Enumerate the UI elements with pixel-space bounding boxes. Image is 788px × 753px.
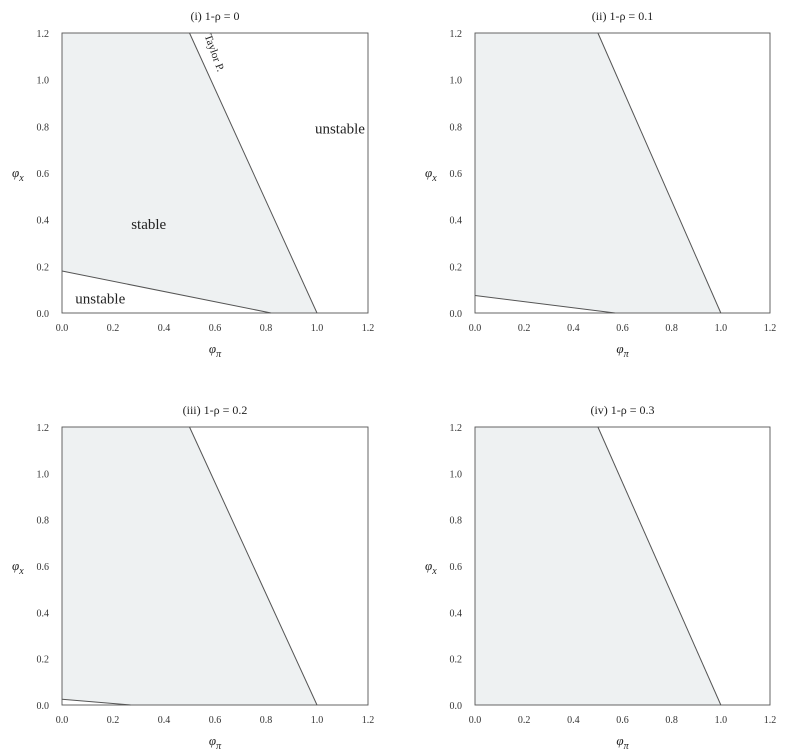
plot-frame bbox=[61, 426, 369, 706]
stable-region bbox=[62, 33, 317, 313]
y-tick-label: 1.0 bbox=[450, 76, 463, 87]
y-tick-label: 0.0 bbox=[450, 701, 463, 712]
x-tick-label: 0.6 bbox=[616, 715, 629, 726]
x-tick-label: 1.0 bbox=[715, 715, 728, 726]
panel-3: 0.0 0.2 0.4 0.6 0.8 1.0 1.2 0.0 0.2 0.4 0.6 0.8 1.0 1… bbox=[12, 403, 374, 752]
y-tick-label: 0.4 bbox=[37, 608, 50, 619]
y-axis-label: φx bbox=[12, 558, 24, 577]
y-tick-label: 0.2 bbox=[37, 262, 50, 273]
x-tick-label: 0.4 bbox=[567, 323, 580, 334]
y-tick-label: 0.0 bbox=[450, 309, 463, 320]
taylor-principle-line bbox=[597, 32, 722, 314]
y-tick-label: 0.2 bbox=[450, 262, 463, 273]
x-tick-label: 0.8 bbox=[665, 323, 678, 334]
taylor-principle-line bbox=[597, 426, 722, 706]
x-tick-label: 0.6 bbox=[209, 715, 222, 726]
y-tick-label: 0.8 bbox=[37, 516, 50, 527]
y-tick-label: 0.2 bbox=[450, 655, 463, 666]
panel-4: 0.0 0.2 0.4 0.6 0.8 1.0 1.2 0.0 0.2 0.4 0.6 0.8 1.0 1… bbox=[425, 403, 776, 752]
taylor-principle-line bbox=[189, 32, 318, 314]
x-tick-label: 0.4 bbox=[567, 715, 580, 726]
panel-title: (iv) 1-ρ = 0.3 bbox=[590, 403, 654, 417]
y-tick-label: 0.6 bbox=[450, 169, 463, 180]
x-axis-label: φπ bbox=[209, 733, 222, 752]
x-tick-label: 1.2 bbox=[362, 323, 375, 334]
y-tick-label: 0.0 bbox=[37, 701, 50, 712]
x-axis-label: φπ bbox=[616, 733, 629, 752]
panel-title: (iii) 1-ρ = 0.2 bbox=[183, 403, 248, 417]
x-tick-label: 0.0 bbox=[56, 715, 69, 726]
y-tick-label: 0.0 bbox=[37, 309, 50, 320]
x-tick-label: 1.2 bbox=[764, 323, 777, 334]
y-tick-label: 0.8 bbox=[37, 122, 50, 133]
plot-frame bbox=[61, 32, 369, 314]
annotation-unstable-lower: unstable bbox=[75, 292, 125, 308]
y-tick-label: 1.0 bbox=[37, 76, 50, 87]
x-tick-label: 1.2 bbox=[362, 715, 375, 726]
plot-frame bbox=[474, 426, 771, 706]
panel-2: 0.0 0.2 0.4 0.6 0.8 1.0 1.2 0.0 0.2 0.4 0.6 0.8 1.0 1… bbox=[425, 9, 776, 360]
x-tick-label: 1.2 bbox=[764, 715, 777, 726]
stable-region bbox=[475, 33, 721, 313]
lower-boundary-line bbox=[61, 698, 131, 706]
y-tick-label: 1.0 bbox=[450, 469, 463, 480]
y-tick-label: 0.4 bbox=[450, 608, 463, 619]
annotation-stable: stable bbox=[131, 217, 166, 233]
y-tick-label: 1.2 bbox=[37, 29, 50, 40]
x-tick-label: 1.0 bbox=[311, 715, 324, 726]
y-axis-label: φx bbox=[12, 165, 24, 184]
y-tick-label: 1.2 bbox=[37, 423, 50, 434]
y-tick-label: 1.2 bbox=[450, 423, 463, 434]
x-tick-label: 0.0 bbox=[56, 323, 69, 334]
y-tick-label: 0.4 bbox=[37, 216, 50, 227]
y-tick-label: 1.2 bbox=[450, 29, 463, 40]
x-tick-label: 0.8 bbox=[260, 323, 273, 334]
panel-title: (ii) 1-ρ = 0.1 bbox=[592, 9, 653, 23]
panel-1: 0.0 0.2 0.4 0.6 0.8 1.0 1.2 0.0 0.2 0.4 0.6 0.8 1.0 1… bbox=[12, 9, 374, 360]
x-tick-label: 0.0 bbox=[469, 323, 482, 334]
y-axis-label: φx bbox=[425, 165, 437, 184]
y-tick-label: 0.8 bbox=[450, 516, 463, 527]
y-tick-label: 0.2 bbox=[37, 655, 50, 666]
x-tick-label: 0.2 bbox=[107, 323, 120, 334]
y-tick-label: 0.6 bbox=[37, 562, 50, 573]
y-tick-label: 0.6 bbox=[450, 562, 463, 573]
x-tick-label: 0.2 bbox=[518, 323, 531, 334]
x-axis-label: φπ bbox=[209, 341, 222, 360]
x-tick-label: 1.0 bbox=[311, 323, 324, 334]
panel-title: (i) 1-ρ = 0 bbox=[190, 9, 239, 23]
x-tick-label: 0.6 bbox=[616, 323, 629, 334]
y-tick-label: 0.8 bbox=[450, 122, 463, 133]
stable-region bbox=[62, 427, 317, 705]
y-tick-label: 0.4 bbox=[450, 216, 463, 227]
x-tick-label: 0.8 bbox=[665, 715, 678, 726]
x-tick-label: 0.2 bbox=[107, 715, 120, 726]
plot-frame bbox=[474, 32, 771, 314]
x-tick-label: 0.2 bbox=[518, 715, 531, 726]
x-tick-label: 0.4 bbox=[158, 323, 171, 334]
lower-boundary-line bbox=[61, 270, 272, 314]
y-axis-label: φx bbox=[425, 558, 437, 577]
x-tick-label: 0.0 bbox=[469, 715, 482, 726]
x-tick-label: 0.6 bbox=[209, 323, 222, 334]
x-tick-label: 1.0 bbox=[715, 323, 728, 334]
x-tick-label: 0.4 bbox=[158, 715, 171, 726]
taylor-principle-line bbox=[189, 426, 318, 706]
annotation-unstable-upper: unstable bbox=[315, 121, 365, 137]
stable-region bbox=[475, 427, 721, 705]
x-axis-label: φπ bbox=[616, 341, 629, 360]
y-tick-label: 0.6 bbox=[37, 169, 50, 180]
x-tick-label: 0.8 bbox=[260, 715, 273, 726]
y-tick-label: 1.0 bbox=[37, 469, 50, 480]
lower-boundary-line bbox=[474, 295, 616, 314]
